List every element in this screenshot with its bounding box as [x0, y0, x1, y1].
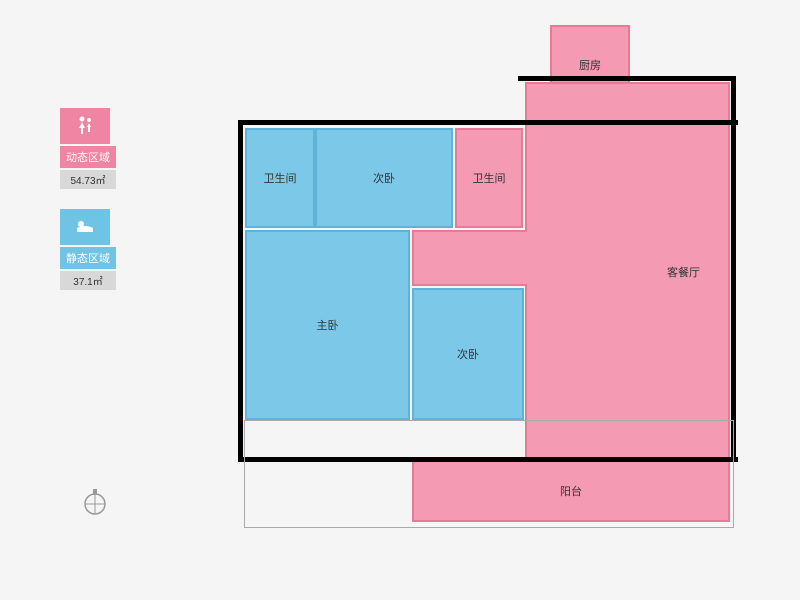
room-bedroom2b: 次卧	[412, 288, 524, 420]
sleep-icon	[73, 218, 97, 236]
room-balcony: 阳台	[412, 460, 730, 522]
room-living-ext	[412, 230, 527, 286]
room-living: 客餐厅	[525, 82, 730, 460]
master-label: 主卧	[317, 317, 339, 333]
room-bedroom2a: 次卧	[315, 128, 453, 228]
room-bathroom1: 卫生间	[245, 128, 315, 228]
static-zone-icon	[60, 209, 110, 245]
static-zone-value: 37.1㎡	[60, 271, 116, 290]
people-icon	[73, 114, 97, 138]
wall-outline-left-bottom	[238, 420, 413, 462]
room-master: 主卧	[245, 230, 410, 420]
compass-icon	[80, 486, 110, 516]
dynamic-zone-icon	[60, 108, 110, 144]
bedroom2b-label: 次卧	[457, 346, 479, 362]
bathroom2-label: 卫生间	[473, 170, 506, 186]
dynamic-zone-label: 动态区域	[60, 146, 116, 168]
living-label: 客餐厅	[667, 264, 700, 280]
legend-panel: 动态区域 54.73㎡ 静态区域 37.1㎡	[60, 108, 116, 310]
bathroom1-label: 卫生间	[264, 170, 297, 186]
room-bathroom2: 卫生间	[455, 128, 523, 228]
bedroom2a-label: 次卧	[373, 170, 395, 186]
kitchen-label: 厨房	[579, 57, 601, 73]
balcony-label: 阳台	[560, 483, 582, 499]
floorplan: 厨房 客餐厅 卫生间 卫生间 次卧 主卧 次卧 阳台	[230, 20, 750, 550]
dynamic-zone-value: 54.73㎡	[60, 170, 116, 189]
static-zone-label: 静态区域	[60, 247, 116, 269]
